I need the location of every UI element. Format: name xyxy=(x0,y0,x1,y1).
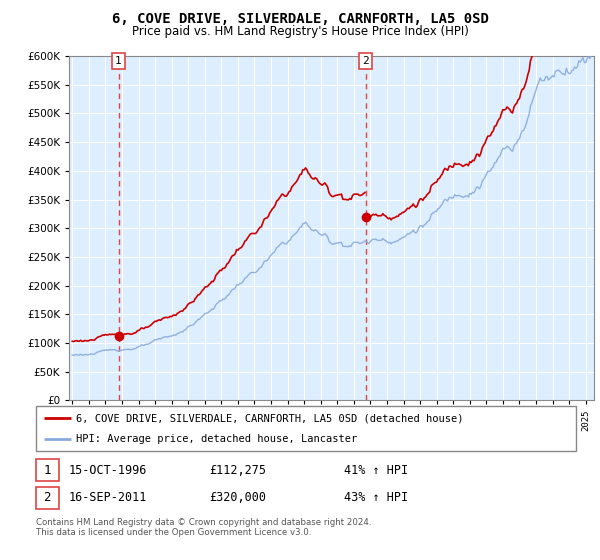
Text: 2: 2 xyxy=(362,56,369,66)
Text: 6, COVE DRIVE, SILVERDALE, CARNFORTH, LA5 0SD (detached house): 6, COVE DRIVE, SILVERDALE, CARNFORTH, LA… xyxy=(77,413,464,423)
Text: £320,000: £320,000 xyxy=(209,491,266,504)
Text: 1: 1 xyxy=(115,56,122,66)
Text: 2: 2 xyxy=(44,491,51,504)
Bar xyxy=(36,459,59,481)
Text: HPI: Average price, detached house, Lancaster: HPI: Average price, detached house, Lanc… xyxy=(77,433,358,444)
Text: 43% ↑ HPI: 43% ↑ HPI xyxy=(344,491,408,504)
Text: 1: 1 xyxy=(44,464,51,477)
Text: 16-SEP-2011: 16-SEP-2011 xyxy=(68,491,147,504)
Text: Contains HM Land Registry data © Crown copyright and database right 2024.
This d: Contains HM Land Registry data © Crown c… xyxy=(36,518,371,538)
Text: 15-OCT-1996: 15-OCT-1996 xyxy=(68,464,147,477)
Text: £112,275: £112,275 xyxy=(209,464,266,477)
Bar xyxy=(36,487,59,509)
Text: 41% ↑ HPI: 41% ↑ HPI xyxy=(344,464,408,477)
Text: Price paid vs. HM Land Registry's House Price Index (HPI): Price paid vs. HM Land Registry's House … xyxy=(131,25,469,38)
Text: 6, COVE DRIVE, SILVERDALE, CARNFORTH, LA5 0SD: 6, COVE DRIVE, SILVERDALE, CARNFORTH, LA… xyxy=(112,12,488,26)
